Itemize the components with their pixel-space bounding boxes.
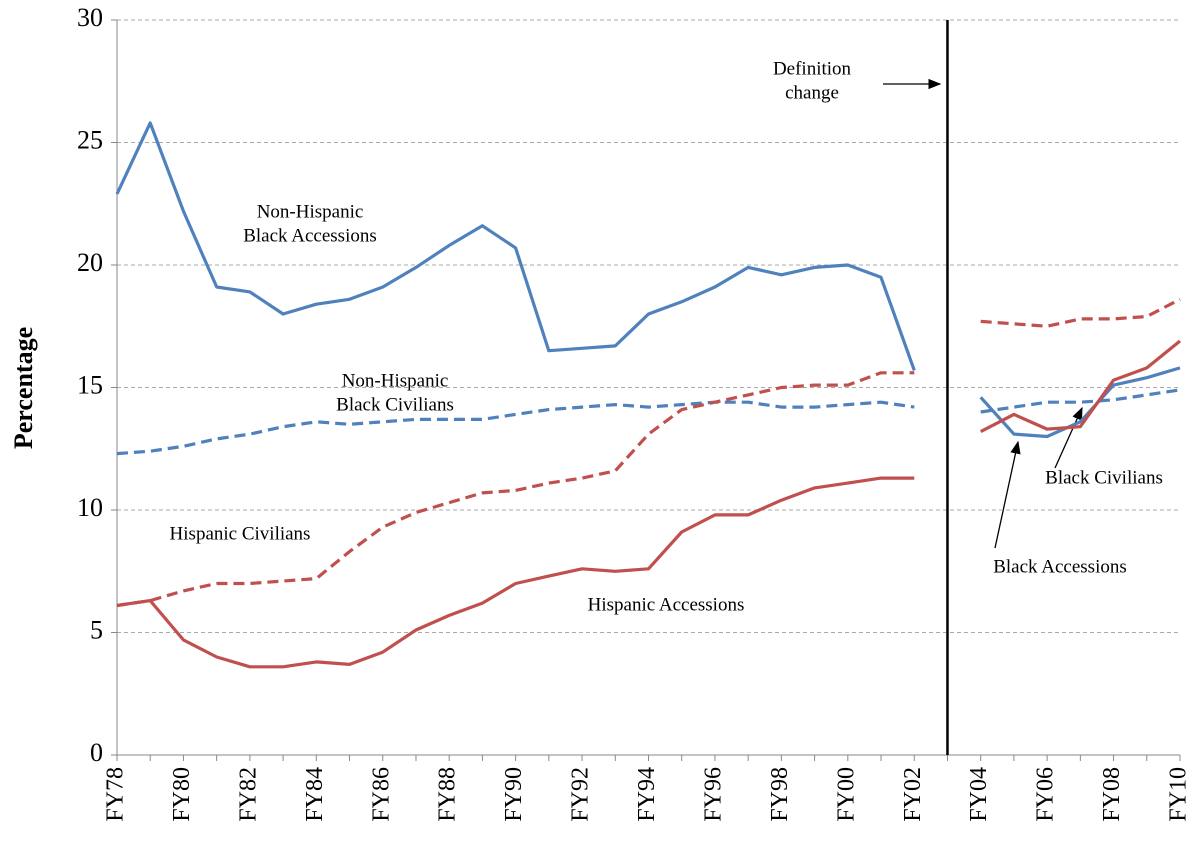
y-tick-label: 30 bbox=[77, 3, 103, 32]
x-tick-label: FY04 bbox=[966, 767, 992, 822]
annotation: Hispanic Accessions bbox=[588, 594, 745, 615]
series-line bbox=[116, 297, 1181, 608]
y-tick-label: 25 bbox=[77, 125, 103, 154]
y-tick-label: 0 bbox=[90, 738, 103, 767]
x-tick-label: FY96 bbox=[700, 767, 726, 822]
x-tick-label: FY98 bbox=[767, 767, 793, 822]
annotation: Black Accessions bbox=[243, 225, 377, 246]
x-tick-label: FY94 bbox=[634, 767, 660, 822]
x-tick-label: FY84 bbox=[302, 767, 328, 822]
x-tick-label: FY90 bbox=[501, 767, 527, 822]
annotation: Definition bbox=[773, 58, 852, 79]
x-tick-label: FY08 bbox=[1099, 767, 1125, 822]
annotation: Hispanic Civilians bbox=[170, 523, 311, 544]
annotation: Non-Hispanic bbox=[342, 370, 449, 391]
annotation: Black Civilians bbox=[1045, 467, 1163, 488]
x-tick-label: FY80 bbox=[169, 767, 195, 822]
arrows bbox=[883, 78, 1083, 549]
x-tick-label: FY10 bbox=[1166, 767, 1192, 822]
y-tick-label: 5 bbox=[90, 615, 103, 644]
series-line bbox=[115, 121, 1181, 439]
annotation: Black Civilians bbox=[336, 394, 454, 415]
x-tick-label: FY02 bbox=[900, 767, 926, 822]
arrow bbox=[994, 440, 1021, 549]
y-tick-label: 10 bbox=[77, 493, 103, 522]
x-tick-label: FY88 bbox=[435, 767, 461, 822]
y-tick-label: 20 bbox=[77, 248, 103, 277]
y-tick-label: 15 bbox=[77, 370, 103, 399]
series-line bbox=[116, 388, 1181, 456]
series-line bbox=[116, 339, 1182, 669]
x-tick-label: FY00 bbox=[833, 767, 859, 822]
x-tick-label: FY86 bbox=[368, 767, 394, 822]
x-tick-label: FY78 bbox=[103, 767, 129, 822]
x-tick-label: FY82 bbox=[235, 767, 261, 822]
x-tick-label: FY92 bbox=[568, 767, 594, 822]
x-tick-label: FY06 bbox=[1033, 767, 1059, 822]
annotation: Black Accessions bbox=[993, 556, 1127, 577]
annotation: change bbox=[785, 82, 839, 103]
y-axis-label: Percentage bbox=[9, 327, 38, 449]
annotation: Non-Hispanic bbox=[257, 201, 364, 222]
arrow bbox=[1054, 406, 1083, 469]
